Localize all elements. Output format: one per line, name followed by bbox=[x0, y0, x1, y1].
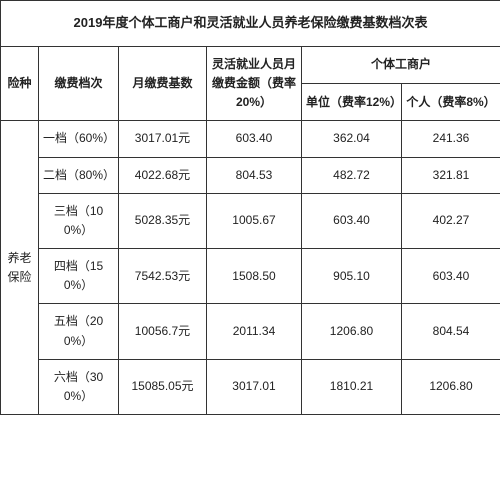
table-row: 二档（80%） 4022.68元 804.53 482.72 321.81 bbox=[1, 157, 500, 193]
base-cell: 5028.35元 bbox=[119, 193, 207, 248]
unit-cell: 482.72 bbox=[302, 157, 402, 193]
flex-cell: 1005.67 bbox=[207, 193, 302, 248]
pension-table: 2019年度个体工商户和灵活就业人员养老保险缴费基数档次表 险种 缴费档次 月缴… bbox=[0, 0, 500, 415]
header-person: 个人（费率8%） bbox=[402, 84, 500, 121]
tier-cell: 六档（300%） bbox=[39, 359, 119, 414]
header-flex: 灵活就业人员月缴费金额（费率20%） bbox=[207, 46, 302, 121]
person-cell: 603.40 bbox=[402, 249, 500, 304]
header-tier: 缴费档次 bbox=[39, 46, 119, 121]
table-row: 三档（100%） 5028.35元 1005.67 603.40 402.27 bbox=[1, 193, 500, 248]
flex-cell: 804.53 bbox=[207, 157, 302, 193]
person-cell: 241.36 bbox=[402, 121, 500, 157]
unit-cell: 1810.21 bbox=[302, 359, 402, 414]
table-title: 2019年度个体工商户和灵活就业人员养老保险缴费基数档次表 bbox=[1, 1, 500, 47]
table-row: 养老保险 一档（60%） 3017.01元 603.40 362.04 241.… bbox=[1, 121, 500, 157]
base-cell: 10056.7元 bbox=[119, 304, 207, 359]
person-cell: 1206.80 bbox=[402, 359, 500, 414]
table-row: 六档（300%） 15085.05元 3017.01 1810.21 1206.… bbox=[1, 359, 500, 414]
person-cell: 402.27 bbox=[402, 193, 500, 248]
base-cell: 7542.53元 bbox=[119, 249, 207, 304]
header-base: 月缴费基数 bbox=[119, 46, 207, 121]
table-row: 五档（200%） 10056.7元 2011.34 1206.80 804.54 bbox=[1, 304, 500, 359]
base-cell: 3017.01元 bbox=[119, 121, 207, 157]
unit-cell: 905.10 bbox=[302, 249, 402, 304]
base-cell: 4022.68元 bbox=[119, 157, 207, 193]
flex-cell: 603.40 bbox=[207, 121, 302, 157]
header-business-group: 个体工商户 bbox=[302, 46, 500, 83]
flex-cell: 1508.50 bbox=[207, 249, 302, 304]
flex-cell: 3017.01 bbox=[207, 359, 302, 414]
unit-cell: 1206.80 bbox=[302, 304, 402, 359]
header-row-1: 险种 缴费档次 月缴费基数 灵活就业人员月缴费金额（费率20%） 个体工商户 bbox=[1, 46, 500, 83]
base-cell: 15085.05元 bbox=[119, 359, 207, 414]
tier-cell: 三档（100%） bbox=[39, 193, 119, 248]
table-body: 养老保险 一档（60%） 3017.01元 603.40 362.04 241.… bbox=[1, 121, 500, 415]
unit-cell: 362.04 bbox=[302, 121, 402, 157]
tier-cell: 二档（80%） bbox=[39, 157, 119, 193]
unit-cell: 603.40 bbox=[302, 193, 402, 248]
flex-cell: 2011.34 bbox=[207, 304, 302, 359]
table-row: 四档（150%） 7542.53元 1508.50 905.10 603.40 bbox=[1, 249, 500, 304]
header-unit: 单位（费率12%） bbox=[302, 84, 402, 121]
title-row: 2019年度个体工商户和灵活就业人员养老保险缴费基数档次表 bbox=[1, 1, 500, 47]
tier-cell: 一档（60%） bbox=[39, 121, 119, 157]
person-cell: 804.54 bbox=[402, 304, 500, 359]
tier-cell: 五档（200%） bbox=[39, 304, 119, 359]
tier-cell: 四档（150%） bbox=[39, 249, 119, 304]
header-insurance-type: 险种 bbox=[1, 46, 39, 121]
insurance-type-cell: 养老保险 bbox=[1, 121, 39, 415]
person-cell: 321.81 bbox=[402, 157, 500, 193]
